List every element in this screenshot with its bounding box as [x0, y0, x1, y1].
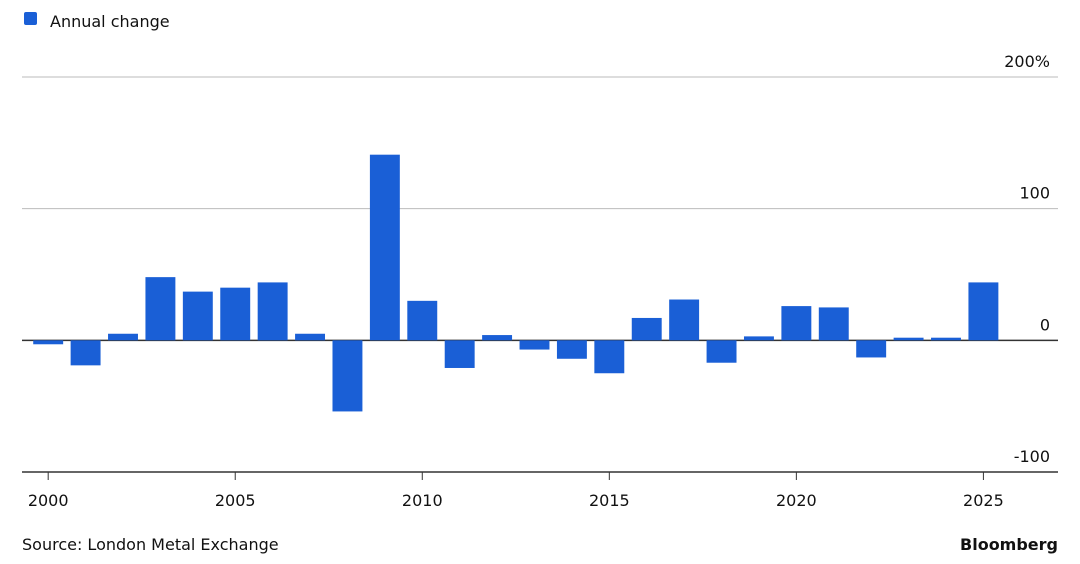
bar: [220, 287, 251, 341]
bar: [818, 307, 849, 341]
bar: [295, 333, 326, 341]
x-tick-label: 2000: [28, 491, 69, 510]
legend-swatch: [24, 12, 37, 25]
x-tick-label: 2020: [776, 491, 817, 510]
bar: [556, 340, 587, 359]
x-tick-label: 2010: [402, 491, 443, 510]
bar: [482, 335, 513, 341]
y-tick-label: 100: [1019, 184, 1050, 203]
legend-label: Annual change: [50, 12, 170, 31]
bar: [407, 300, 438, 341]
bar: [743, 336, 774, 341]
bar: [931, 337, 961, 341]
x-tick-label: 2015: [589, 491, 630, 510]
x-tick-label: 2005: [215, 491, 256, 510]
bar: [257, 282, 288, 341]
bar: [781, 306, 812, 341]
bar: [893, 337, 924, 341]
source: Source: London Metal Exchange: [22, 535, 279, 554]
bar: [856, 340, 887, 358]
bar: [444, 340, 475, 368]
brand: Bloomberg: [960, 535, 1058, 554]
bar: [669, 299, 700, 341]
bar: [519, 340, 550, 350]
bar: [369, 154, 400, 341]
bar: [332, 340, 363, 412]
bar: [108, 333, 138, 341]
y-tick-label: 200%: [1004, 52, 1050, 71]
y-tick-label: 0: [1040, 315, 1050, 334]
bar: [631, 317, 662, 341]
bar: [145, 277, 176, 341]
x-tick-label: 2025: [963, 491, 1004, 510]
bar: [33, 340, 64, 345]
bar: [706, 340, 737, 363]
bar: [70, 340, 101, 366]
bar: [594, 340, 625, 374]
y-tick-label: -100: [1014, 447, 1050, 466]
bar: [182, 291, 213, 341]
bar: [968, 282, 999, 341]
